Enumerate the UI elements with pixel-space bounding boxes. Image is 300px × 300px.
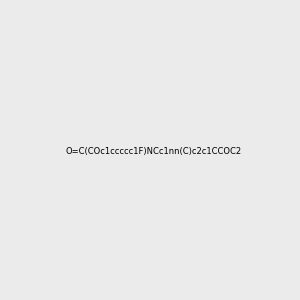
Text: O=C(COc1ccccc1F)NCc1nn(C)c2c1CCOC2: O=C(COc1ccccc1F)NCc1nn(C)c2c1CCOC2 <box>66 147 242 156</box>
